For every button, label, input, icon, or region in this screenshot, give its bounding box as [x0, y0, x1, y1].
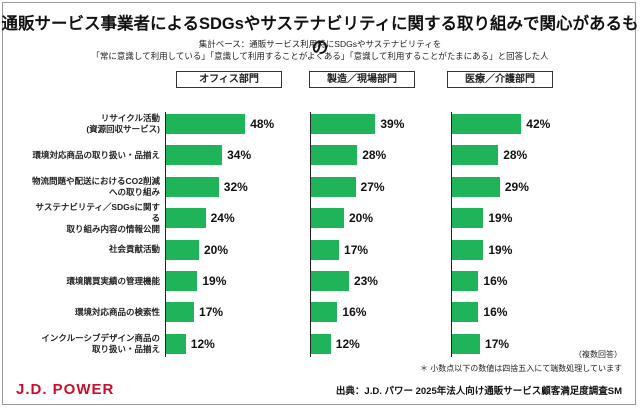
bar-medical — [452, 114, 522, 134]
data-label-medical: 42% — [526, 117, 551, 131]
multiple-answer-note: （複数回答） — [574, 350, 622, 359]
rounding-note: ＊ 小数点以下の数値は四捨五入にて端数処理しています — [420, 364, 622, 373]
bar-manufacturing — [311, 145, 358, 166]
axis-line-office — [165, 112, 166, 357]
bar-office — [166, 333, 186, 354]
panel-header-office: オフィス部門 — [176, 71, 282, 88]
data-label-office: 20% — [204, 242, 229, 257]
bar-manufacturing — [311, 302, 338, 323]
data-label-manufacturing: 17% — [344, 242, 369, 257]
category-label: サステナビリティ／SDGsに関する 取り組み内容の情報公開 — [35, 201, 160, 234]
bar-manufacturing — [311, 114, 376, 134]
data-label-manufacturing: 39% — [380, 117, 405, 131]
data-label-office: 12% — [190, 336, 215, 351]
data-label-manufacturing: 20% — [349, 211, 374, 226]
chart-title: 通販サービス事業者によるSDGsやサステナビリティに関する取り組みで関心があるも… — [1, 15, 639, 57]
data-label-office: 48% — [250, 117, 275, 131]
bar-medical — [452, 145, 499, 166]
category-label: 環境対応商品の検索性 — [74, 306, 160, 317]
data-label-medical: 28% — [503, 148, 528, 163]
data-label-office: 34% — [227, 148, 252, 163]
bar-medical — [452, 239, 484, 260]
data-label-medical: 29% — [504, 179, 529, 194]
bar-manufacturing — [311, 176, 356, 197]
data-label-office: 19% — [202, 274, 227, 288]
bar-medical — [452, 176, 500, 197]
data-label-medical: 16% — [483, 274, 508, 288]
base-line-1: 集計ベース：通販サービス利用時にSDGsやサステナビリティを — [198, 39, 442, 49]
base-line-2: 「常に意識して利用している」「意識して利用することがよくある」「意識して利用する… — [91, 51, 549, 61]
category-label: 物流問題や配送におけるCO2削減 への取り組み — [32, 175, 160, 197]
data-label-medical: 17% — [485, 336, 510, 351]
data-label-manufacturing: 27% — [360, 179, 385, 194]
category-label: インクルーシブデザイン商品の 取り扱い・品揃え — [41, 332, 160, 354]
bar-office — [166, 114, 246, 134]
category-label: 環境購買実績の管理機能 — [66, 275, 160, 286]
data-label-office: 17% — [199, 305, 224, 320]
data-label-manufacturing: 28% — [362, 148, 387, 163]
panel-header-manufacturing: 製造／現場部門 — [309, 71, 415, 88]
data-label-office: 24% — [210, 211, 235, 226]
axis-line-medical — [451, 112, 452, 357]
category-label: 社会貢献活動 — [108, 244, 160, 255]
data-label-medical: 16% — [483, 305, 508, 320]
bar-medical — [452, 302, 479, 323]
source-text: 出典：J.D. パワー 2025年法人向け通販サービス顧客満足度調査SM — [335, 386, 622, 397]
bar-medical — [452, 271, 479, 291]
data-label-medical: 19% — [488, 211, 513, 226]
bar-office — [166, 145, 223, 166]
bar-office — [166, 302, 195, 323]
data-label-manufacturing: 12% — [335, 336, 360, 351]
panel-header-medical: 医療／介護部門 — [447, 71, 553, 88]
category-label: リサイクル活動 (資源回収サービス) — [86, 113, 160, 134]
axis-line-manufacturing — [310, 112, 311, 357]
data-label-office: 32% — [223, 179, 248, 194]
bar-manufacturing — [311, 208, 344, 229]
bar-manufacturing — [311, 271, 349, 291]
bar-medical — [452, 333, 481, 354]
jdpower-logo: J.D. POWER — [16, 381, 115, 398]
bar-manufacturing — [311, 239, 340, 260]
chart-frame — [2, 2, 636, 405]
data-label-manufacturing: 23% — [353, 274, 378, 288]
category-label: 環境対応商品の取り扱い・品揃え — [32, 149, 160, 160]
bar-office — [166, 239, 199, 260]
bar-office — [166, 271, 198, 291]
data-label-manufacturing: 16% — [342, 305, 367, 320]
bar-medical — [452, 208, 484, 229]
data-label-medical: 19% — [488, 242, 513, 257]
bar-office — [166, 208, 206, 229]
base-description: 集計ベース：通販サービス利用時にSDGsやサステナビリティを 「常に意識して利用… — [0, 38, 640, 62]
bar-office — [166, 176, 219, 197]
bar-manufacturing — [311, 333, 331, 354]
